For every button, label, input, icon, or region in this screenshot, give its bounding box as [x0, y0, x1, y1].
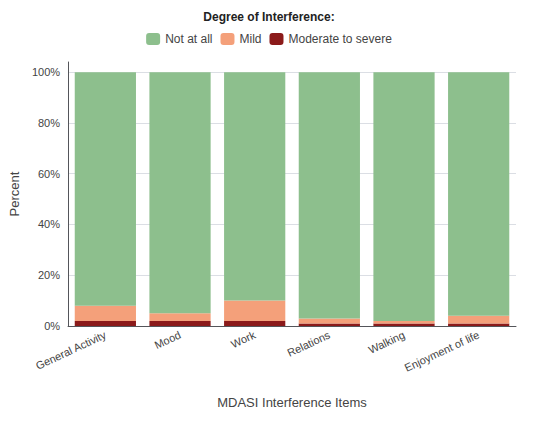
- svg-text:MDASI Interference Items: MDASI Interference Items: [217, 395, 367, 410]
- svg-text:Relations: Relations: [285, 328, 332, 358]
- svg-text:20%: 20%: [38, 269, 60, 281]
- svg-text:Percent: Percent: [7, 171, 22, 216]
- svg-text:40%: 40%: [38, 218, 60, 230]
- svg-text:60%: 60%: [38, 168, 60, 180]
- svg-text:Mood: Mood: [153, 329, 183, 352]
- svg-text:General Activity: General Activity: [34, 328, 109, 371]
- svg-text:Enjoyment of life: Enjoyment of life: [403, 329, 482, 374]
- svg-text:80%: 80%: [38, 117, 60, 129]
- svg-text:0%: 0%: [44, 320, 60, 332]
- svg-text:Walking: Walking: [366, 329, 406, 356]
- svg-text:Work: Work: [229, 328, 258, 350]
- svg-text:Mild: Mild: [239, 32, 261, 46]
- svg-text:Not at all: Not at all: [165, 32, 212, 46]
- svg-text:100%: 100%: [32, 66, 60, 78]
- svg-text:Degree of Interference:: Degree of Interference:: [203, 10, 334, 24]
- svg-text:Moderate to severe: Moderate to severe: [288, 32, 392, 46]
